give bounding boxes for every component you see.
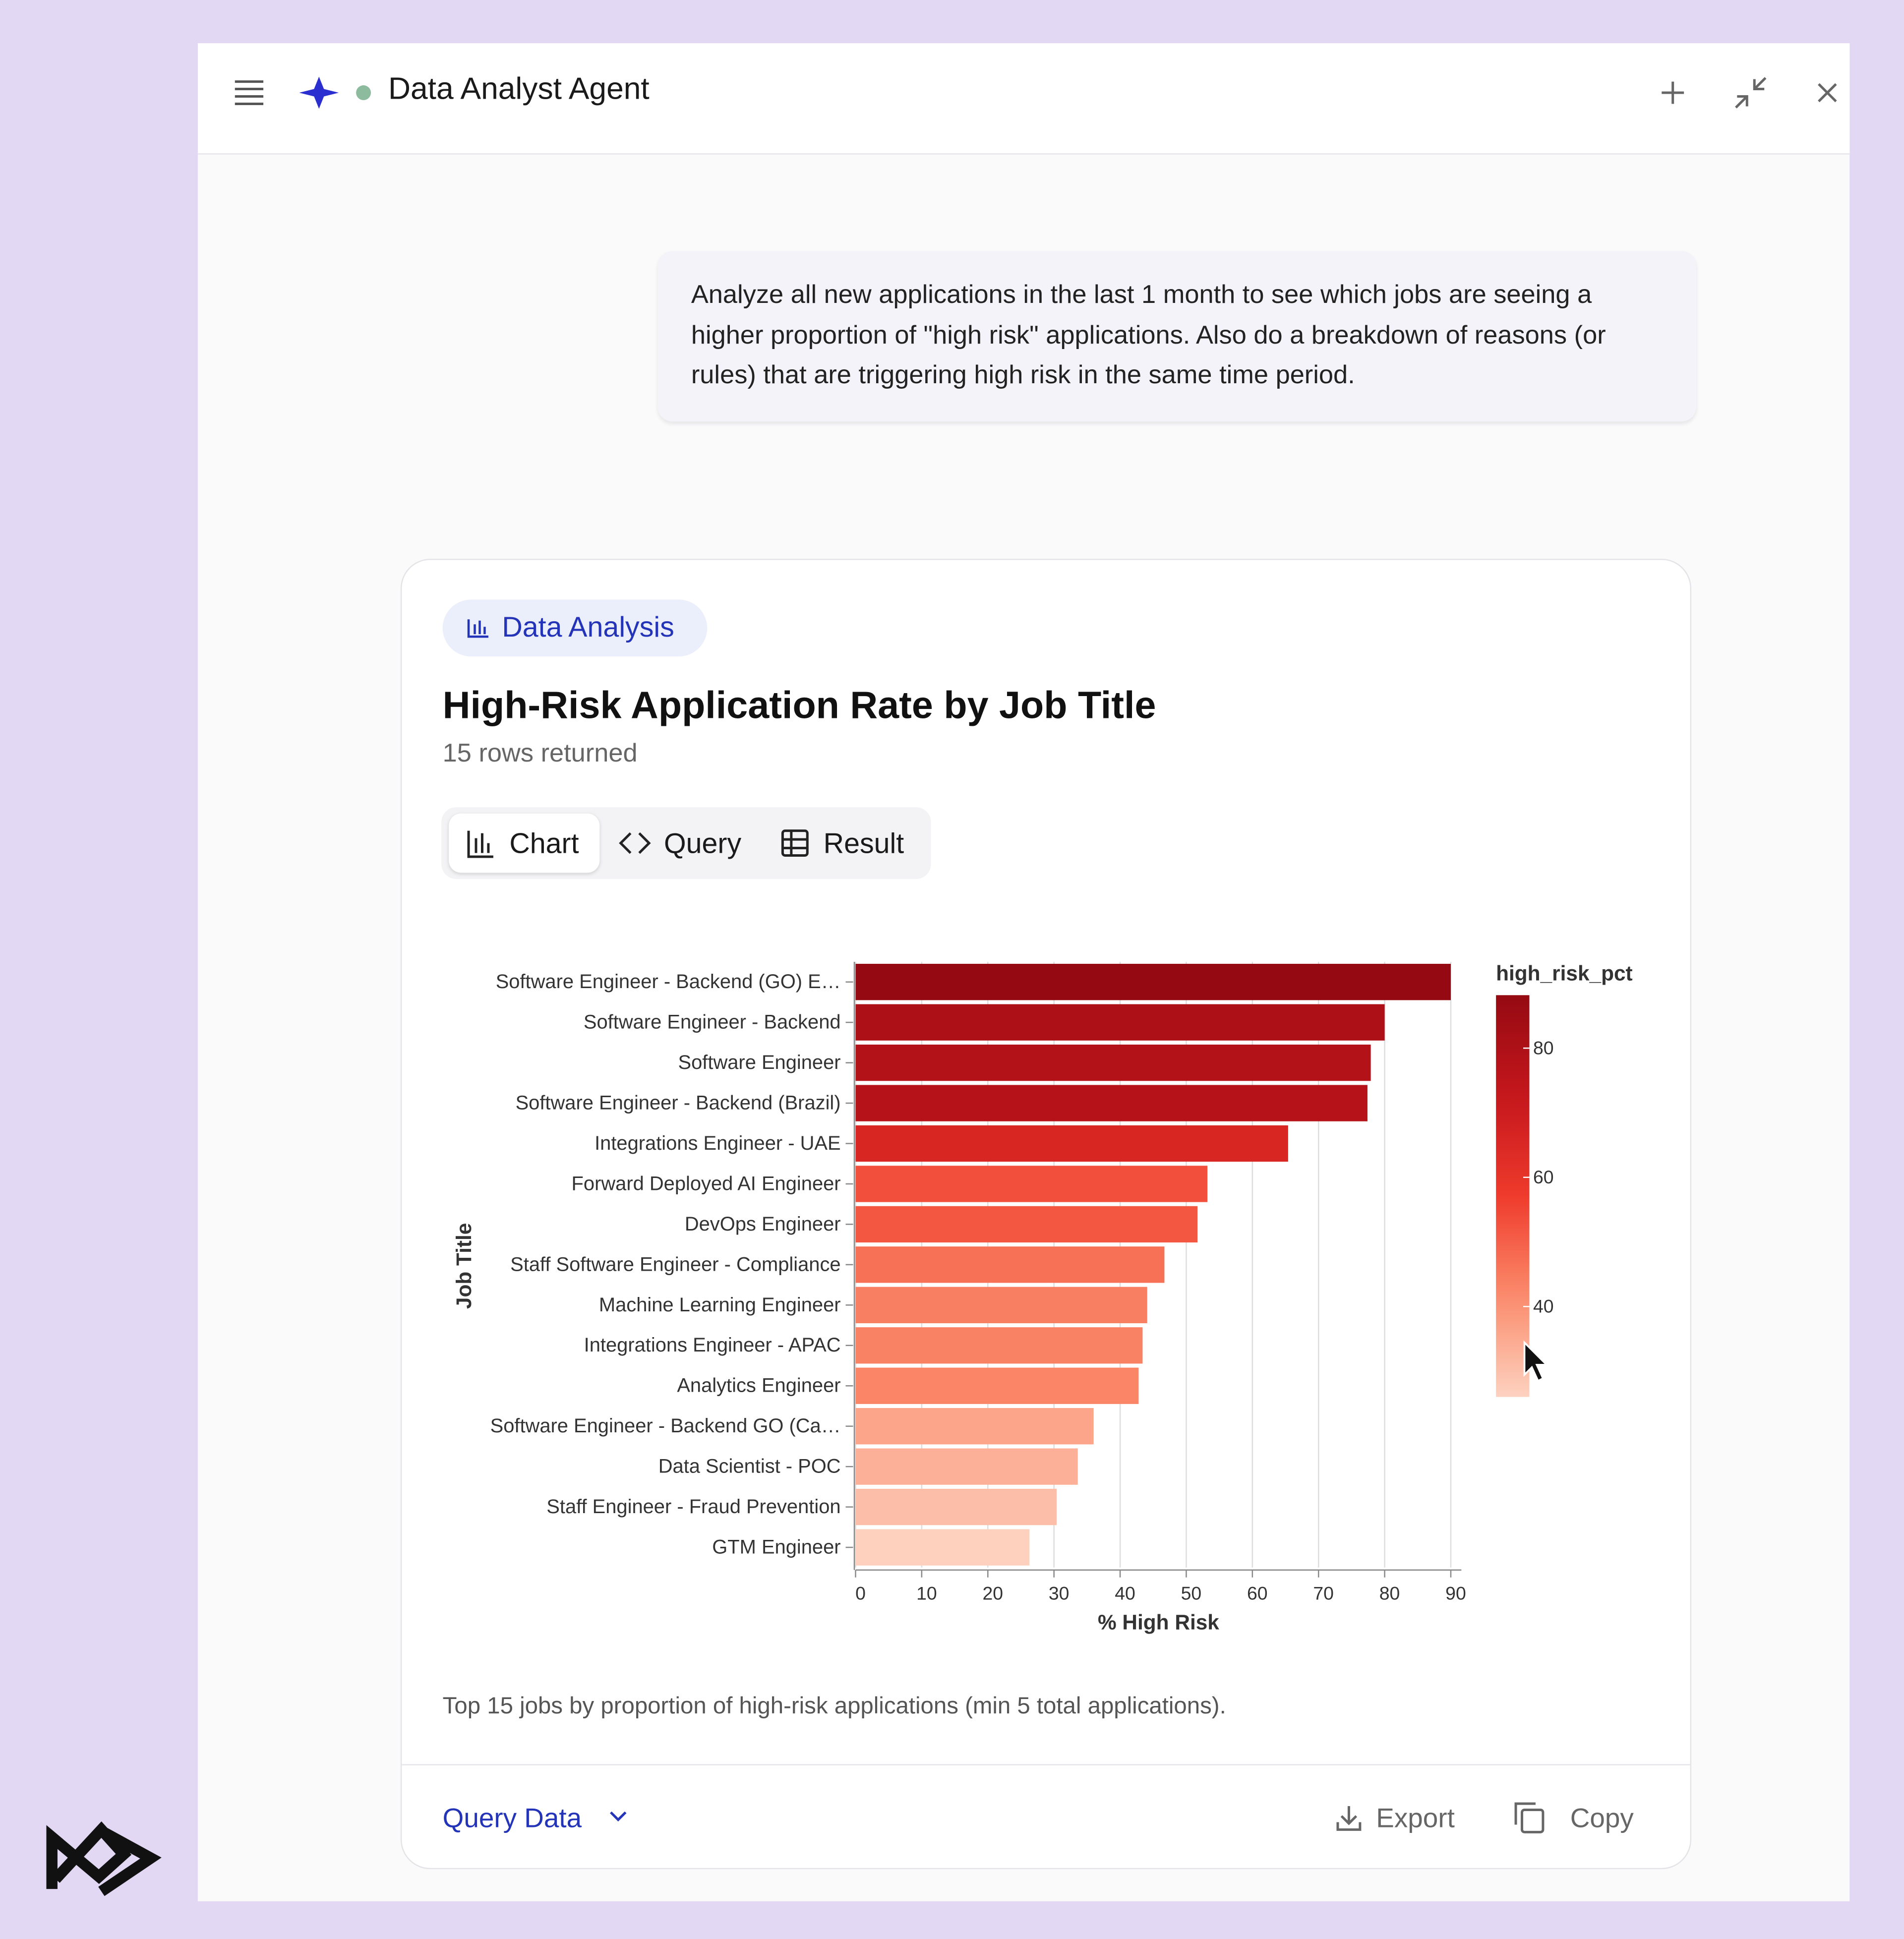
y-tick-label: Integrations Engineer - UAE — [595, 1132, 841, 1154]
card-subtitle: 15 rows returned — [442, 739, 638, 768]
badge-label: Data Analysis — [502, 610, 674, 643]
legend-tick-label: 60 — [1533, 1167, 1554, 1187]
x-tick-label: 60 — [1247, 1583, 1268, 1604]
bar — [855, 1448, 1078, 1485]
x-axis-label: % High Risk — [1098, 1610, 1219, 1634]
y-tick-label: Staff Software Engineer - Compliance — [510, 1253, 840, 1275]
y-tick-label: GTM Engineer — [712, 1536, 840, 1558]
bar — [855, 1408, 1094, 1445]
menu-icon[interactable] — [235, 80, 264, 105]
close-icon[interactable] — [1818, 83, 1837, 103]
bar — [855, 1085, 1368, 1121]
export-icon[interactable] — [1336, 1806, 1362, 1831]
bar — [855, 1166, 1208, 1202]
y-tick-label: Machine Learning Engineer — [599, 1294, 841, 1316]
bar — [855, 1327, 1143, 1364]
bar — [855, 1529, 1030, 1566]
chart-caption: Top 15 jobs by proportion of high-risk a… — [442, 1694, 1226, 1720]
legend-gradient — [1496, 995, 1530, 1397]
legend-tick-label: 40 — [1533, 1296, 1554, 1317]
y-tick-label: Software Engineer - Backend (Brazil) — [516, 1092, 841, 1114]
divider — [402, 1764, 1690, 1765]
copy-icon[interactable] — [1521, 1809, 1545, 1833]
logo-star — [299, 76, 339, 109]
y-tick-label: Integrations Engineer - APAC — [584, 1334, 841, 1356]
x-tick-label: 10 — [916, 1583, 937, 1604]
new-icon[interactable] — [1662, 81, 1684, 104]
bar — [855, 1004, 1385, 1041]
copy-button[interactable]: Copy — [1570, 1802, 1634, 1833]
cursor — [1523, 1340, 1549, 1382]
badge — [442, 599, 708, 657]
app-title: Data Analyst Agent — [388, 71, 650, 107]
bar — [855, 1206, 1198, 1243]
active-tab[interactable] — [449, 813, 600, 873]
export-button[interactable]: Export — [1376, 1802, 1455, 1833]
legend-tick-label: 80 — [1533, 1038, 1554, 1058]
y-tick-label: Software Engineer - Backend (GO) E… — [496, 971, 841, 993]
tab-label[interactable]: Chart — [509, 827, 579, 859]
x-tick-label: 30 — [1049, 1583, 1070, 1604]
bar — [855, 1246, 1165, 1283]
user-prompt: Analyze all new applications in the last… — [657, 251, 1697, 422]
bar — [855, 1367, 1139, 1404]
bar — [855, 1125, 1288, 1162]
tab-label[interactable]: Query — [664, 827, 742, 859]
y-tick-label: Software Engineer — [678, 1052, 841, 1073]
x-tick-label: 20 — [982, 1583, 1003, 1604]
status-dot — [356, 85, 371, 100]
y-tick-label: Data Scientist - POC — [658, 1456, 841, 1477]
card-title: High-Risk Application Rate by Job Title — [442, 683, 1156, 727]
x-tick-label: 40 — [1115, 1583, 1135, 1604]
y-tick-label: Software Engineer - Backend — [584, 1011, 841, 1033]
y-tick-label: Software Engineer - Backend GO (Ca… — [490, 1415, 841, 1437]
y-tick-label: Analytics Engineer — [677, 1375, 840, 1397]
bar — [855, 964, 1451, 1000]
y-tick-label: Forward Deployed AI Engineer — [572, 1173, 841, 1194]
chevron[interactable] — [610, 1811, 627, 1821]
bar — [855, 1287, 1147, 1323]
x-tick-label: 0 — [855, 1583, 866, 1604]
bar — [855, 1044, 1371, 1081]
query-tab-icon — [619, 832, 651, 854]
x-tick-label: 80 — [1379, 1583, 1400, 1604]
badge-icon — [467, 619, 488, 638]
x-tick-label: 70 — [1313, 1583, 1334, 1604]
y-axis-label: Job Title — [452, 1223, 476, 1309]
brand-logo — [46, 1821, 162, 1896]
query-data-button[interactable]: Query Data — [442, 1802, 582, 1833]
result-tab-icon — [781, 829, 809, 857]
y-tick-label: DevOps Engineer — [685, 1213, 841, 1235]
y-tick-label: Staff Engineer - Fraud Prevention — [546, 1496, 840, 1518]
chart-tab-icon — [467, 830, 493, 858]
x-tick-label: 50 — [1181, 1583, 1202, 1604]
x-tick-label: 90 — [1445, 1583, 1466, 1604]
minimize-icon[interactable] — [1735, 77, 1767, 109]
bar — [855, 1488, 1057, 1526]
legend-title: high_risk_pct — [1496, 961, 1633, 985]
header — [197, 43, 1850, 155]
tab-label[interactable]: Result — [823, 827, 904, 859]
